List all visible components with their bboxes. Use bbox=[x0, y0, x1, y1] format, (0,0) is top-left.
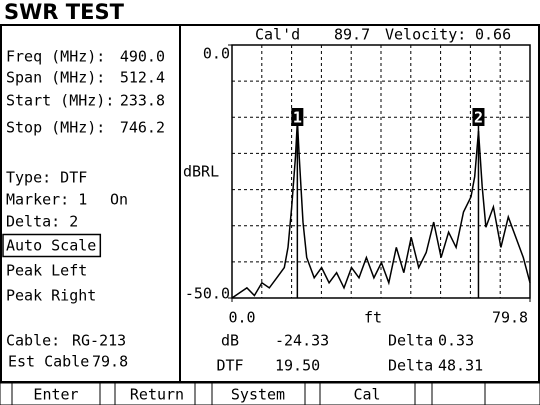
soft-key[interactable]: Cal bbox=[353, 386, 380, 404]
marker-box bbox=[291, 108, 304, 126]
delta-label: Delta bbox=[388, 332, 433, 350]
marker-label: 1 bbox=[293, 109, 302, 127]
setting-value: 746.2 bbox=[120, 119, 165, 137]
setting-value: 233.8 bbox=[120, 92, 165, 110]
trace bbox=[231, 120, 531, 299]
marker-box bbox=[472, 108, 485, 126]
soft-key[interactable]: Return bbox=[130, 386, 184, 404]
type-option[interactable]: Type: DTF bbox=[6, 169, 87, 187]
setting-value: 490.0 bbox=[120, 48, 165, 66]
y-tick-label: 0.0 bbox=[203, 45, 230, 63]
soft-key[interactable]: Enter bbox=[33, 386, 78, 404]
selection-box bbox=[2, 233, 102, 258]
delta-value: 48.31 bbox=[438, 357, 483, 375]
delta-value: 0.33 bbox=[438, 332, 474, 350]
menu-item[interactable]: Peak Right bbox=[6, 287, 96, 305]
delta-label: Delta bbox=[388, 357, 433, 375]
cal-value: 89.7 bbox=[334, 26, 370, 44]
est-cable-label: Est Cable bbox=[8, 353, 89, 371]
menu-item[interactable]: Auto Scale bbox=[6, 237, 96, 255]
marker-state: On bbox=[110, 191, 128, 209]
cal-label: Cal'd bbox=[255, 26, 300, 44]
button-bar bbox=[0, 382, 540, 405]
cable-value: RG-213 bbox=[72, 332, 126, 350]
readout-value: 19.50 bbox=[275, 357, 320, 375]
setting-value: 512.4 bbox=[120, 69, 165, 87]
est-cable-value: 79.8 bbox=[92, 353, 128, 371]
readout-label: dB bbox=[221, 332, 239, 350]
readout-value: -24.33 bbox=[275, 332, 329, 350]
x-tick-label: 0.0 bbox=[228, 309, 255, 327]
readout-label: DTF bbox=[216, 357, 243, 375]
marker-option[interactable]: Marker: 1 bbox=[6, 191, 87, 209]
setting-label: Stop (MHz): bbox=[6, 119, 105, 137]
setting-label: Span (MHz): bbox=[6, 69, 105, 87]
y-tick-label: -50.0 bbox=[185, 285, 230, 303]
menu-item[interactable]: Peak Left bbox=[6, 262, 87, 280]
x-axis-label: ft bbox=[364, 309, 382, 327]
marker-label: 2 bbox=[474, 109, 483, 127]
screen-title: SWR TEST bbox=[4, 0, 125, 24]
setting-label: Freq (MHz): bbox=[6, 48, 105, 66]
velocity-value: 0.66 bbox=[475, 26, 511, 44]
x-tick-label: 79.8 bbox=[492, 309, 528, 327]
soft-key[interactable]: System bbox=[231, 386, 285, 404]
right-panel bbox=[179, 24, 540, 383]
y-axis-label: dBRL bbox=[183, 163, 219, 181]
plot-frame bbox=[231, 44, 531, 299]
setting-label: Start (MHz): bbox=[6, 92, 114, 110]
velocity-label: Velocity: bbox=[385, 26, 466, 44]
cable-label: Cable: bbox=[6, 332, 60, 350]
delta-option[interactable]: Delta: 2 bbox=[6, 213, 78, 231]
